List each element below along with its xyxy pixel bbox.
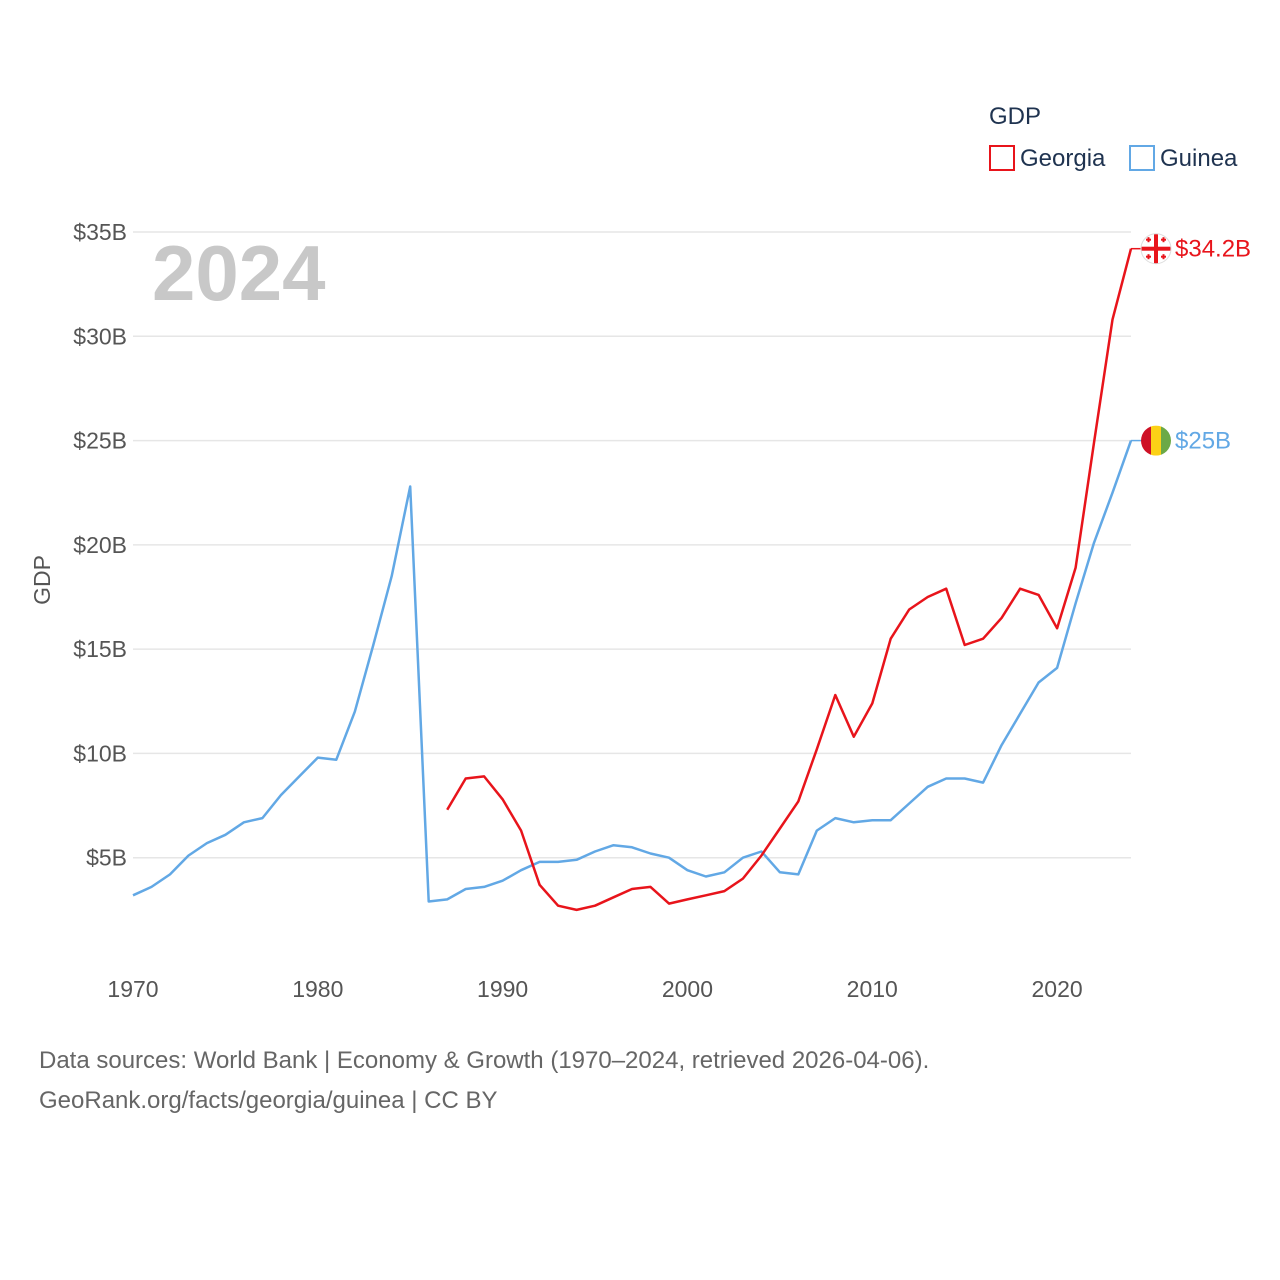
series-line-georgia[interactable] xyxy=(446,248,1133,912)
year-label: 2024 xyxy=(152,229,326,317)
y-tick-label: $20B xyxy=(73,532,127,558)
gridlines xyxy=(133,231,1131,859)
legend: GDP Georgia Guinea xyxy=(989,103,1238,172)
series-lines xyxy=(132,247,1141,912)
x-tick-label: 2020 xyxy=(1031,976,1082,1002)
source-line-2[interactable]: GeoRank.org/facts/georgia/guinea | CC BY xyxy=(39,1087,497,1114)
georgia-flag-icon xyxy=(1140,233,1172,265)
legend-swatch-guinea[interactable] xyxy=(1129,145,1155,171)
end-label-georgia: $34.2B xyxy=(1175,236,1251,263)
series-line-guinea[interactable] xyxy=(132,440,1133,903)
y-tick-label: $35B xyxy=(73,219,127,245)
x-tick-labels: 1970 1980 1990 2000 2010 2020 xyxy=(107,976,1082,1002)
y-tick-label: $5B xyxy=(86,845,127,871)
y-tick-label: $15B xyxy=(73,636,127,662)
end-label-guinea: $25B xyxy=(1175,428,1231,455)
guinea-flag-icon xyxy=(1141,425,1171,456)
legend-label-guinea[interactable]: Guinea xyxy=(1160,145,1238,172)
legend-swatch-georgia[interactable] xyxy=(989,145,1015,171)
legend-label-georgia[interactable]: Georgia xyxy=(1020,145,1106,172)
y-tick-label: $10B xyxy=(73,740,127,766)
x-tick-label: 2000 xyxy=(662,976,713,1002)
x-tick-label: 1980 xyxy=(292,976,343,1002)
y-tick-label: $30B xyxy=(73,323,127,349)
source-line-1: Data sources: World Bank | Economy & Gro… xyxy=(39,1047,929,1074)
x-tick-label: 1990 xyxy=(477,976,528,1002)
y-tick-labels: $5B $10B $15B $20B $25B $30B $35B xyxy=(73,219,127,871)
y-tick-label: $25B xyxy=(73,428,127,454)
y-axis-title: GDP xyxy=(29,555,55,605)
x-tick-label: 2010 xyxy=(847,976,898,1002)
x-tick-label: 1970 xyxy=(107,976,158,1002)
legend-title: GDP xyxy=(989,103,1041,130)
